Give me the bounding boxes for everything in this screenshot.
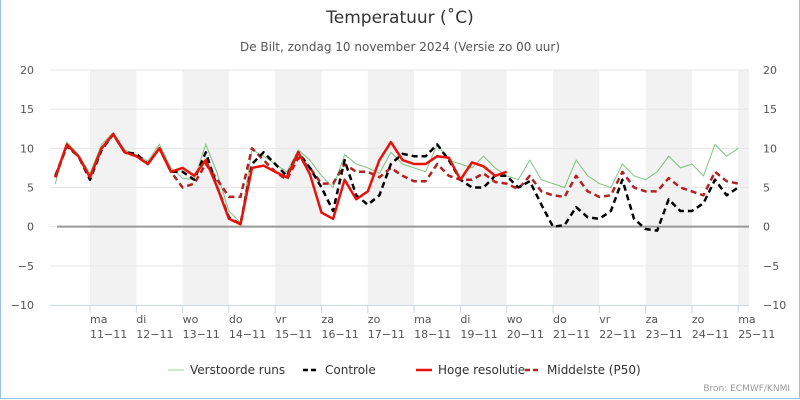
x-tick-day: ma <box>738 313 755 326</box>
y-tick-label: 15 <box>20 103 34 116</box>
y-axis-right: −10 −5 0 5 10 15 20 <box>763 64 786 312</box>
y-tick-label: 0 <box>27 221 34 234</box>
legend-item[interactable]: Middelste (P50) <box>525 363 641 377</box>
y-tick-label: −5 <box>18 260 34 273</box>
legend-item[interactable]: Controle <box>303 363 376 377</box>
x-tick-date: 19−11 <box>460 328 497 341</box>
legend-item[interactable]: Verstoorde runs <box>168 363 285 377</box>
legend-label: Verstoorde runs <box>190 363 285 377</box>
credit-text: Bron: ECMWF/KNMI <box>703 384 790 394</box>
x-tick-date: 24−11 <box>692 328 729 341</box>
legend: Verstoorde runs Controle Hoge resolutie Mid… <box>168 363 641 377</box>
x-tick-day: di <box>136 313 146 326</box>
x-tick-day: ma <box>90 313 107 326</box>
legend-label: Controle <box>325 363 376 377</box>
chart-subtitle: De Bilt, zondag 10 november 2024 (Versie… <box>239 40 561 54</box>
grid-lines <box>50 69 749 267</box>
x-tick-date: 11−11 <box>90 328 127 341</box>
y-tick-label: 10 <box>20 142 34 155</box>
x-tick-date: 21−11 <box>553 328 590 341</box>
y-tick-label: −10 <box>11 299 34 312</box>
legend-item[interactable]: Hoge resolutie <box>416 363 525 377</box>
y-tick-label-right: −10 <box>763 299 786 312</box>
x-tick-day: za <box>322 313 335 326</box>
x-tick-date: 16−11 <box>322 328 359 341</box>
x-tick-date: 25−11 <box>738 328 775 341</box>
y-axis-left: −10 −5 0 5 10 15 20 <box>11 64 34 312</box>
x-tick-date: 20−11 <box>507 328 544 341</box>
y-tick-label-right: 20 <box>763 64 777 77</box>
x-tick-day: wo <box>183 313 199 326</box>
x-tick-date: 17−11 <box>368 328 405 341</box>
x-tick-date: 13−11 <box>183 328 220 341</box>
x-tick-day: vr <box>599 313 611 326</box>
x-tick-day: za <box>646 313 659 326</box>
y-tick-label-right: −5 <box>763 260 779 273</box>
x-tick-date: 14−11 <box>229 328 266 341</box>
main-series <box>54 132 739 232</box>
x-tick-day: ma <box>414 313 431 326</box>
x-tick-date: 15−11 <box>275 328 312 341</box>
y-tick-label-right: 5 <box>763 182 770 195</box>
x-tick-day: do <box>553 313 567 326</box>
legend-label: Middelste (P50) <box>547 363 641 377</box>
x-tick-day: wo <box>507 313 523 326</box>
x-tick-day: di <box>460 313 470 326</box>
x-tick-day: zo <box>368 313 381 326</box>
y-tick-label-right: 0 <box>763 221 770 234</box>
x-axis: ma 11−11 di 12−11 wo 13−11 do 14−11 vr 15−11 za 16−… <box>50 305 775 341</box>
x-tick-date: 22−11 <box>599 328 636 341</box>
x-tick-date: 18−11 <box>414 328 451 341</box>
legend-label: Hoge resolutie <box>438 363 525 377</box>
y-tick-label: 5 <box>27 182 34 195</box>
y-tick-label: 20 <box>20 64 34 77</box>
x-tick-day: zo <box>692 313 705 326</box>
chart-title: Temperatuur (˚C) <box>326 8 474 28</box>
series-line-hoge-resolutie <box>54 132 508 226</box>
x-tick-day: do <box>229 313 243 326</box>
x-tick-date: 12−11 <box>136 328 173 341</box>
y-tick-label-right: 10 <box>763 142 777 155</box>
y-tick-label-right: 15 <box>763 103 777 116</box>
x-tick-day: vr <box>275 313 287 326</box>
x-tick-date: 23−11 <box>646 328 683 341</box>
